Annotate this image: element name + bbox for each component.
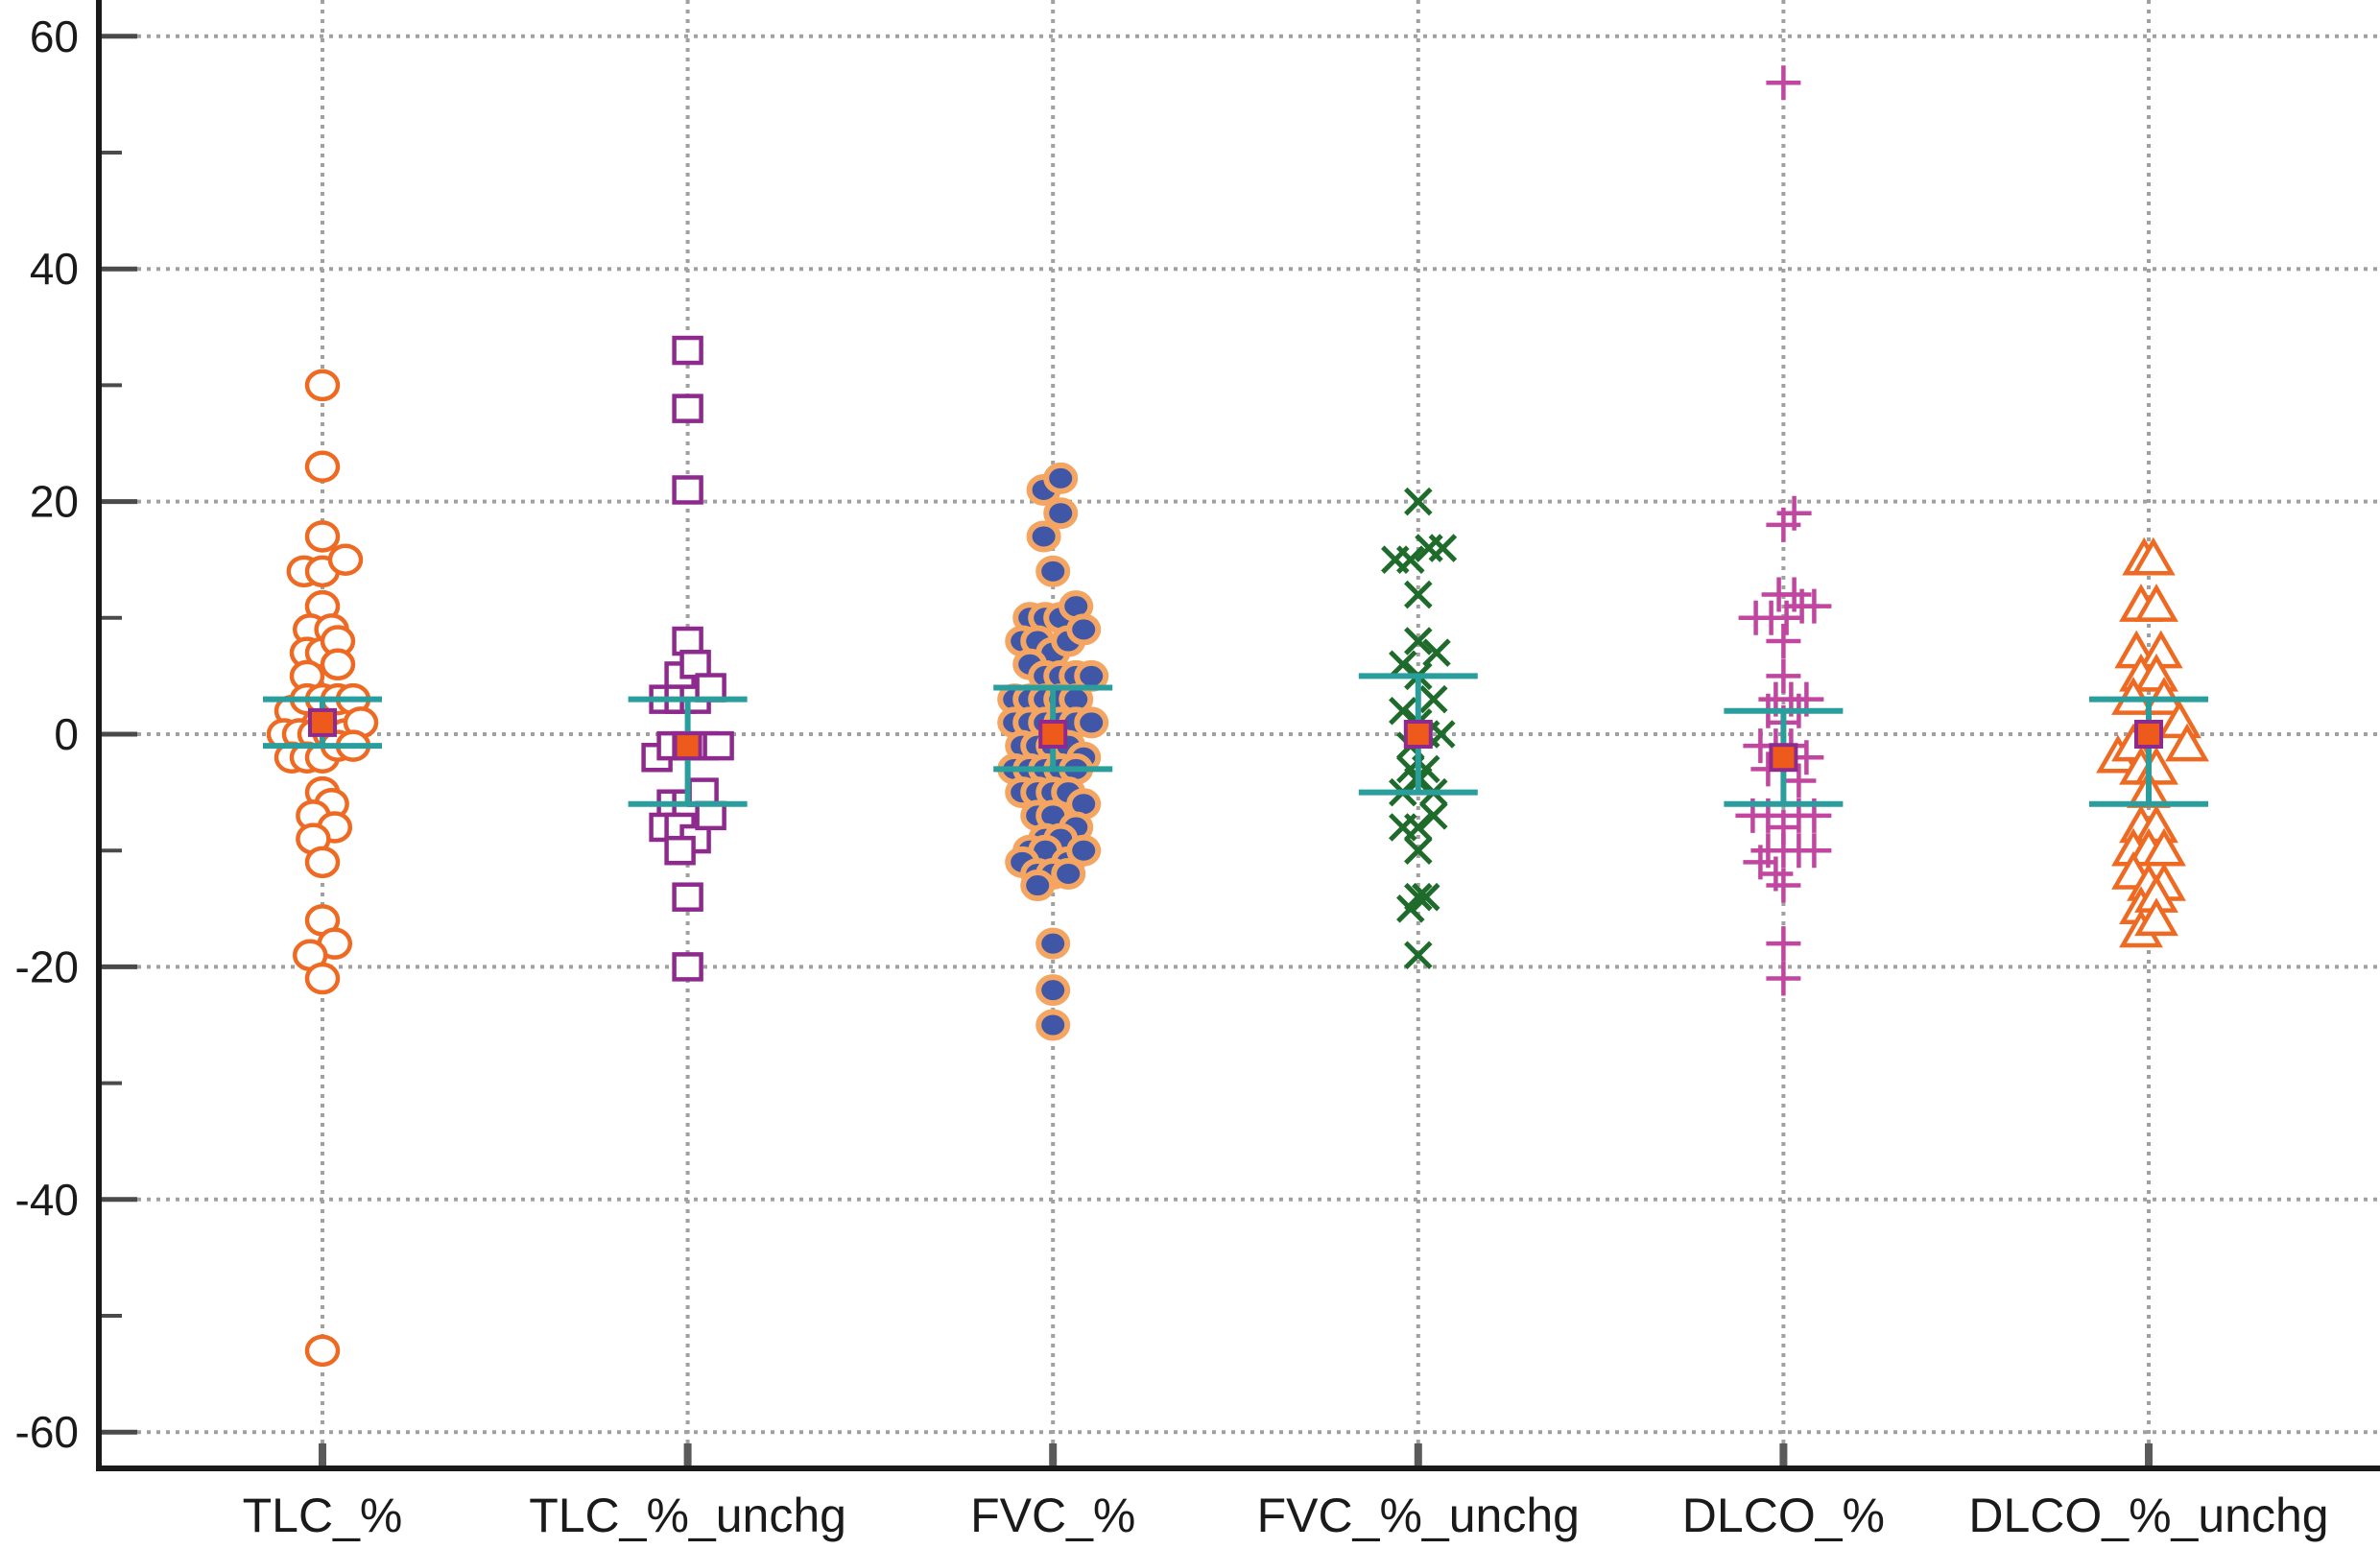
data-point	[1766, 961, 1801, 996]
data-point	[2165, 723, 2209, 762]
y-tick-label: 60	[30, 12, 79, 61]
data-point	[702, 730, 734, 761]
data-point	[1066, 613, 1102, 646]
data-point	[1797, 588, 1832, 624]
data-point	[1043, 497, 1079, 530]
series-group	[2096, 536, 2209, 948]
data-point	[2134, 584, 2178, 622]
data-point	[1766, 65, 1801, 101]
data-point	[672, 393, 703, 423]
x-category-label: FVC_%_unchg	[1257, 1489, 1580, 1542]
axes: -60 -40 -20 0 20 40 60 TLC_% TLC_%_unchg FVC_% FVC…	[15, 0, 2380, 1542]
data-point	[672, 626, 703, 656]
data-point	[1797, 833, 1832, 869]
data-point	[1389, 650, 1417, 679]
data-point	[1781, 763, 1817, 798]
data-point	[1766, 868, 1801, 903]
y-tick-label: 0	[54, 709, 79, 759]
data-point	[1396, 894, 1425, 923]
data-point	[1404, 836, 1433, 865]
y-tick-label: -60	[15, 1407, 79, 1457]
series-group	[997, 462, 1109, 1041]
data-point	[1074, 706, 1109, 739]
data-point	[1412, 882, 1440, 912]
data-point	[1404, 941, 1433, 970]
data-point	[672, 335, 703, 366]
data-point	[304, 369, 341, 402]
data-point	[672, 882, 703, 912]
data-point	[1404, 813, 1433, 842]
y-tick-label: -40	[15, 1175, 79, 1225]
data-point	[304, 962, 341, 995]
mean-marker	[673, 731, 702, 761]
data-point	[1404, 627, 1433, 655]
data-point	[327, 543, 364, 576]
data-point	[664, 835, 696, 866]
summary-marks	[263, 673, 2208, 807]
data-point	[2134, 897, 2178, 937]
data-point	[1419, 801, 1448, 830]
data-point	[1035, 927, 1071, 960]
x-category-label: DLCO_%	[1682, 1489, 1885, 1542]
data-point	[1766, 658, 1801, 694]
data-point	[672, 475, 703, 505]
data-point	[304, 1334, 341, 1368]
mean-marker	[2134, 720, 2163, 749]
data-point	[1428, 534, 1458, 562]
mean-marker	[1403, 720, 1433, 749]
data-point	[695, 800, 726, 831]
data-point	[1035, 974, 1071, 1007]
x-category-label: TLC_%_unchg	[529, 1489, 846, 1542]
series	[266, 65, 2209, 1368]
data-point	[304, 846, 341, 879]
data-point	[695, 673, 726, 703]
data-point	[1035, 1009, 1071, 1041]
mean-marker	[308, 707, 337, 737]
data-point	[320, 648, 356, 681]
data-point	[1043, 462, 1079, 494]
data-point	[1051, 857, 1086, 890]
data-point	[1389, 696, 1417, 726]
data-point	[1422, 638, 1451, 667]
data-point	[2130, 536, 2176, 576]
data-point	[1035, 555, 1071, 587]
data-point	[304, 450, 341, 483]
mean-marker	[1038, 720, 1068, 749]
data-point	[1766, 624, 1801, 659]
data-point	[1020, 870, 1056, 902]
data-point	[1776, 495, 1812, 531]
data-point	[1066, 834, 1102, 867]
x-category-label: TLC_%	[243, 1489, 403, 1542]
mean-marker	[1769, 743, 1798, 773]
data-point	[2138, 630, 2183, 669]
x-category-label: FVC_%	[970, 1489, 1135, 1542]
data-point	[679, 650, 711, 679]
data-point	[1404, 487, 1433, 516]
data-point	[1396, 545, 1425, 574]
y-tick-label: -20	[15, 941, 79, 991]
grid	[99, 0, 2380, 1468]
data-point	[1026, 520, 1061, 553]
data-point	[1427, 720, 1456, 749]
data-point	[1766, 926, 1801, 962]
data-point	[1404, 580, 1433, 609]
y-tick-label: 40	[30, 244, 79, 294]
data-point	[1419, 684, 1448, 714]
y-tick-label: 20	[30, 477, 79, 527]
x-category-label: DLCO_%_unchg	[1968, 1489, 2328, 1542]
data-point	[672, 952, 703, 982]
data-point	[304, 520, 341, 553]
